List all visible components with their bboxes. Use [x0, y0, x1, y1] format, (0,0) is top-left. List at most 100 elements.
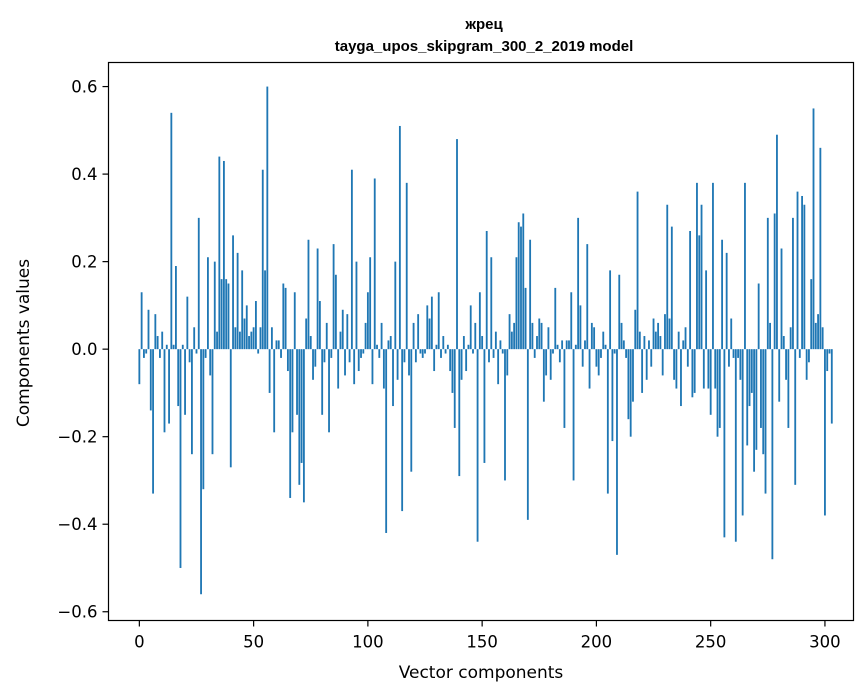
bar-144 — [467, 344, 470, 350]
bar-80 — [321, 349, 324, 415]
bar-135 — [446, 344, 449, 350]
bar-104 — [376, 344, 378, 350]
bar-224 — [650, 349, 653, 367]
bar-230 — [664, 314, 666, 350]
bar-207 — [611, 349, 614, 442]
bar-281 — [780, 248, 783, 350]
bar-126 — [426, 305, 429, 350]
bar-201 — [597, 349, 600, 376]
bar-265 — [744, 182, 746, 350]
bar-204 — [604, 344, 607, 350]
bar-200 — [595, 349, 598, 367]
bar-284 — [787, 349, 790, 428]
bar-239 — [684, 327, 687, 350]
bar-154 — [490, 257, 493, 350]
bar-291 — [803, 204, 806, 350]
bar-60 — [275, 340, 278, 350]
bar-206 — [609, 270, 612, 350]
bar-263 — [739, 349, 742, 380]
bar-11 — [163, 349, 166, 433]
bar-129 — [433, 349, 436, 372]
bar-146 — [472, 349, 474, 354]
bar-216 — [632, 349, 634, 402]
bar-5 — [149, 349, 152, 411]
bars-group — [138, 86, 833, 595]
bar-98 — [362, 349, 365, 354]
bar-187 — [565, 340, 568, 350]
bar-94 — [353, 349, 356, 385]
bar-254 — [718, 349, 721, 428]
bar-84 — [330, 349, 333, 358]
bar-143 — [465, 349, 468, 372]
bar-234 — [673, 349, 676, 380]
bar-188 — [568, 340, 570, 350]
bar-273 — [762, 349, 765, 455]
bar-26 — [197, 217, 200, 350]
bar-125 — [424, 349, 426, 354]
bar-111 — [392, 349, 394, 407]
bar-149 — [478, 292, 481, 350]
bar-214 — [627, 349, 630, 420]
bar-75 — [309, 336, 312, 350]
y-tick-label: 0.4 — [71, 165, 97, 184]
bar-196 — [586, 244, 589, 350]
bar-14 — [170, 112, 173, 350]
bar-158 — [499, 340, 502, 350]
bar-71 — [300, 349, 303, 463]
bar-191 — [574, 344, 577, 350]
bar-270 — [755, 349, 758, 450]
bar-175 — [538, 318, 541, 350]
bar-72 — [302, 349, 305, 503]
bar-169 — [524, 287, 527, 350]
bar-107 — [382, 349, 385, 389]
bar-78 — [316, 248, 319, 350]
bar-115 — [401, 349, 404, 512]
bar-21 — [186, 296, 189, 350]
bar-118 — [408, 349, 410, 376]
bar-116 — [403, 349, 406, 363]
bar-79 — [318, 301, 321, 350]
bar-68 — [293, 292, 296, 350]
bar-179 — [547, 327, 550, 350]
bar-195 — [584, 340, 586, 350]
bar-186 — [563, 349, 566, 428]
bar-290 — [801, 195, 803, 350]
bar-97 — [360, 349, 362, 358]
bar-231 — [666, 204, 669, 350]
bar-177 — [542, 349, 545, 402]
bar-276 — [769, 322, 771, 350]
bar-269 — [753, 349, 756, 472]
bar-9 — [159, 349, 161, 358]
bar-40 — [229, 349, 232, 468]
bar-155 — [492, 349, 495, 358]
bar-28 — [202, 349, 205, 490]
bar-252 — [714, 349, 717, 389]
bar-299 — [821, 327, 824, 350]
bar-91 — [346, 314, 349, 350]
bar-130 — [435, 344, 438, 350]
bar-31 — [209, 349, 212, 376]
x-tick-label: 200 — [581, 633, 613, 652]
bar-164 — [513, 322, 516, 350]
bar-1 — [140, 292, 143, 350]
bar-160 — [504, 349, 506, 481]
bar-34 — [216, 331, 218, 350]
bar-232 — [668, 318, 671, 350]
x-axis-label: Vector components — [399, 663, 564, 683]
bar-47 — [245, 305, 248, 350]
bar-180 — [549, 349, 552, 380]
bar-237 — [680, 349, 682, 407]
bar-174 — [536, 336, 538, 350]
bar-302 — [828, 349, 831, 354]
bar-108 — [385, 349, 388, 533]
bar-171 — [529, 239, 532, 350]
bar-62 — [280, 349, 282, 358]
bar-303 — [830, 349, 833, 424]
bar-168 — [522, 213, 525, 350]
bar-279 — [776, 134, 778, 350]
bar-86 — [334, 274, 337, 350]
bar-283 — [785, 349, 787, 380]
bar-280 — [778, 349, 781, 402]
bar-44 — [238, 331, 241, 350]
